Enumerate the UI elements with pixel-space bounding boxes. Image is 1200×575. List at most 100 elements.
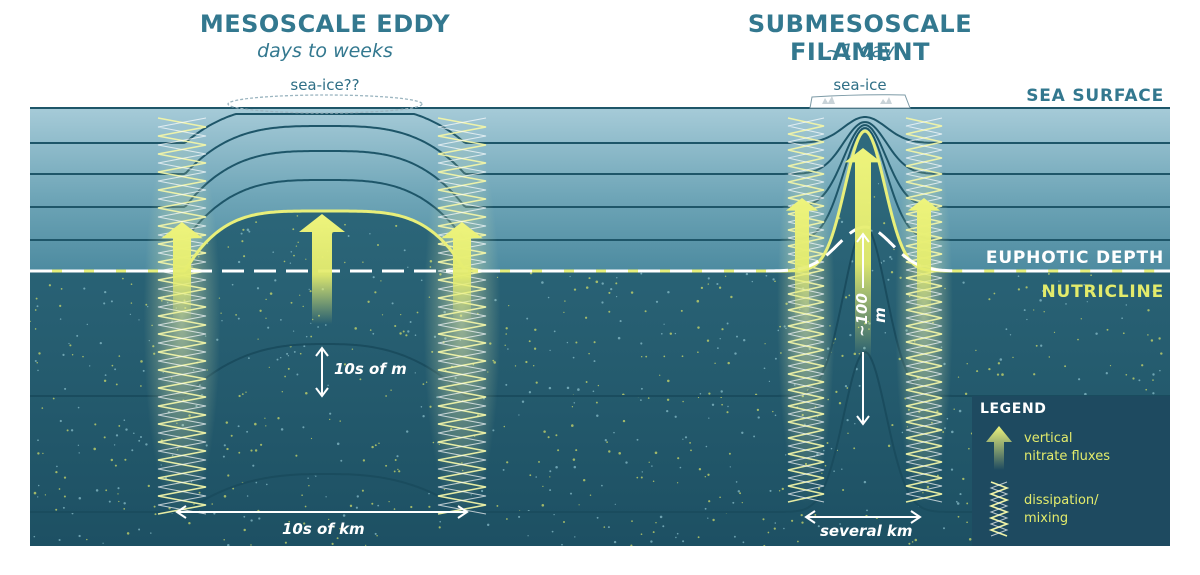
speckle: [529, 271, 533, 275]
speckle: [521, 400, 525, 403]
speckle: [245, 391, 247, 393]
speckle: [237, 260, 241, 264]
speckle: [955, 500, 958, 503]
speckle: [265, 425, 267, 427]
speckle: [125, 428, 128, 431]
speckle: [724, 275, 727, 277]
speckle: [66, 429, 69, 432]
speckle: [535, 476, 537, 478]
speckle: [188, 521, 191, 525]
speckle: [1138, 379, 1141, 382]
speckle: [362, 459, 366, 462]
speckle: [705, 445, 708, 448]
speckle: [248, 230, 251, 233]
speckle: [94, 423, 97, 426]
speckle: [707, 517, 709, 519]
speckle: [290, 251, 293, 253]
speckle: [63, 495, 66, 498]
speckle: [654, 451, 658, 455]
speckle: [597, 384, 600, 387]
speckle: [584, 316, 588, 319]
speckle: [310, 322, 312, 324]
mesoscale-vertical-scale-arrow: [315, 346, 329, 398]
speckle: [682, 438, 684, 440]
speckle: [1005, 328, 1008, 331]
legend-box: LEGEND vertical nitrate fluxes dissipati…: [972, 396, 1170, 546]
submesoscale-horizontal-scale-label: several km: [820, 522, 913, 540]
speckle: [674, 332, 677, 335]
speckle: [753, 435, 756, 438]
speckle: [505, 333, 507, 335]
speckle: [849, 333, 852, 337]
speckle: [1033, 373, 1036, 376]
speckle: [378, 442, 380, 445]
speckle: [505, 383, 508, 386]
speckle: [641, 471, 643, 473]
speckle: [35, 297, 38, 300]
speckle: [721, 328, 724, 331]
speckle: [636, 476, 639, 479]
speckle: [305, 391, 308, 395]
speckle: [264, 417, 266, 419]
speckle: [884, 331, 887, 334]
speckle: [296, 373, 299, 376]
speckle: [708, 392, 711, 395]
speckle: [505, 518, 508, 520]
speckle: [704, 476, 706, 478]
speckle: [232, 487, 235, 490]
speckle: [297, 528, 301, 531]
speckle: [736, 335, 738, 338]
speckle: [988, 298, 991, 301]
legend-flux-line2: nitrate fluxes: [1024, 449, 1110, 464]
speckle: [372, 332, 375, 335]
speckle: [676, 482, 679, 484]
speckle: [1109, 365, 1112, 367]
speckle: [608, 310, 611, 313]
speckle: [592, 390, 595, 393]
speckle: [37, 369, 39, 372]
speckle: [640, 399, 642, 401]
speckle: [502, 468, 505, 471]
speckle: [783, 527, 785, 530]
nitrate-flux-arrow: [907, 198, 941, 318]
speckle: [542, 485, 544, 488]
speckle: [674, 415, 677, 418]
nutricline-label: NUTRICLINE: [1041, 282, 1164, 302]
speckle: [37, 439, 39, 442]
speckle: [486, 523, 490, 527]
speckle: [315, 475, 317, 477]
speckle: [339, 420, 341, 422]
speckle: [150, 532, 152, 534]
speckle: [756, 408, 760, 412]
speckle: [957, 515, 960, 518]
speckle: [751, 280, 753, 283]
speckle: [398, 470, 401, 473]
speckle: [327, 384, 329, 387]
speckle: [138, 439, 141, 442]
speckle: [526, 317, 529, 320]
speckle: [256, 287, 260, 290]
nitrate-flux-arrow: [785, 198, 819, 318]
speckle: [395, 224, 398, 227]
speckle: [299, 352, 302, 355]
speckle: [682, 540, 685, 543]
speckle: [534, 328, 537, 332]
mesoscale-vertical-scale-label: 10s of m: [334, 360, 407, 378]
speckle: [1033, 309, 1035, 311]
speckle: [399, 332, 402, 335]
speckle: [588, 277, 591, 280]
speckle: [78, 534, 81, 538]
speckle: [563, 311, 565, 314]
speckle: [288, 520, 291, 523]
speckle: [371, 445, 374, 449]
speckle: [690, 449, 692, 452]
speckle: [976, 370, 979, 373]
speckle: [1017, 288, 1021, 291]
speckle: [265, 317, 267, 319]
speckle: [585, 286, 589, 289]
speckle: [890, 271, 894, 274]
speckle: [589, 494, 592, 496]
speckle: [126, 532, 130, 535]
speckle: [309, 290, 312, 293]
speckle: [123, 419, 126, 421]
